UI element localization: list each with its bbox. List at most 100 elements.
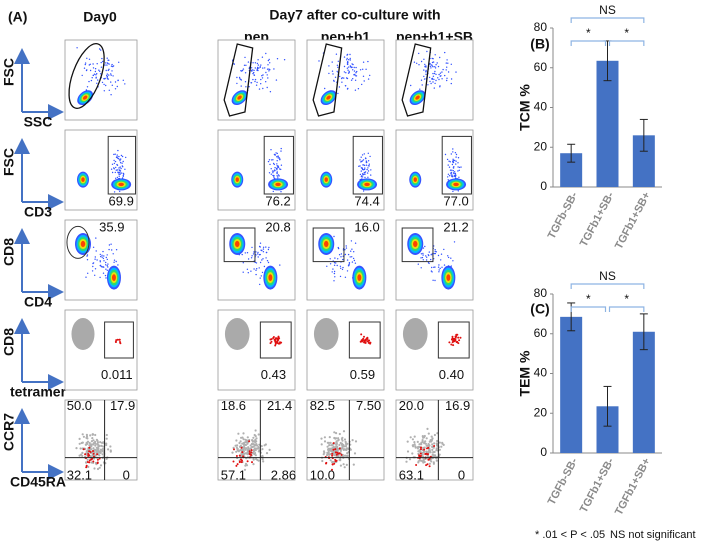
event-dot (116, 154, 118, 156)
event-dot (454, 159, 456, 162)
event-dot (248, 86, 250, 88)
event-dot (346, 77, 349, 80)
event-dot (460, 166, 462, 168)
density-blob (413, 240, 418, 248)
event-dot (280, 147, 282, 150)
event-dot (351, 66, 353, 69)
event-dot (94, 433, 97, 437)
event-dot (458, 339, 461, 342)
event-dot (125, 156, 127, 159)
event-dot (428, 457, 431, 460)
quadrant-value: 18.6 (221, 398, 246, 413)
event-dot (411, 452, 414, 455)
event-dot (101, 256, 103, 258)
event-dot (425, 65, 427, 67)
event-dot (105, 277, 107, 279)
event-dot (429, 451, 432, 454)
event-dot (261, 448, 264, 451)
event-dot (331, 452, 334, 455)
event-dot (110, 65, 113, 67)
event-dot (119, 158, 121, 161)
event-dot (86, 254, 89, 256)
event-dot (102, 272, 105, 274)
event-dot (276, 169, 278, 171)
event-dot (255, 437, 258, 440)
event-dot (455, 153, 458, 156)
event-dot (441, 71, 443, 73)
event-dot (113, 167, 115, 169)
flow-plot: 21.2 (395, 219, 474, 301)
event-dot (428, 465, 431, 468)
gate (437, 321, 470, 359)
event-dot (353, 66, 355, 69)
event-dot (242, 432, 245, 435)
event-dot (251, 451, 255, 455)
plot-frame (306, 39, 385, 121)
event-dot (95, 237, 97, 239)
event-dot (122, 166, 124, 168)
event-dot (83, 67, 86, 69)
event-dot (280, 164, 283, 166)
event-dot (434, 67, 437, 69)
event-dot (82, 448, 85, 451)
event-dot (445, 69, 447, 71)
event-dot (246, 451, 249, 454)
event-dot (111, 70, 113, 72)
event-dot (241, 451, 244, 454)
event-dot (240, 461, 243, 464)
event-dot (250, 449, 253, 452)
event-dot (270, 340, 273, 343)
event-dot (438, 453, 441, 456)
event-dot (244, 56, 246, 59)
event-dot (328, 436, 331, 439)
event-dot (359, 159, 361, 161)
significance-bracket (608, 40, 645, 46)
flow-plot: 77.0 (395, 129, 474, 211)
event-dot (269, 338, 272, 341)
event-dot (341, 442, 344, 445)
event-dot (418, 63, 420, 66)
event-dot (115, 339, 118, 342)
event-dot (363, 80, 365, 82)
event-dot (432, 61, 435, 63)
event-dot (453, 166, 455, 168)
event-dot (91, 270, 94, 272)
event-dot (254, 454, 257, 457)
event-dot (360, 170, 362, 172)
event-dot (331, 61, 333, 63)
event-dot (450, 171, 452, 174)
event-dot (447, 62, 449, 64)
event-dot (94, 442, 97, 445)
density-blob (446, 274, 451, 281)
event-dot (272, 336, 275, 338)
event-dot (118, 338, 121, 341)
event-dot (446, 66, 448, 68)
event-dot (433, 72, 436, 75)
event-dot (425, 255, 427, 257)
event-dot (329, 441, 332, 444)
event-dot (113, 159, 115, 162)
bar (596, 60, 619, 188)
event-dot (104, 274, 107, 277)
event-dot (86, 437, 89, 440)
event-dot (433, 87, 435, 89)
event-dot (237, 432, 240, 435)
gate (104, 321, 134, 359)
event-dot (75, 447, 78, 450)
event-dot (417, 460, 420, 463)
quadrant-value: 2.86 (271, 467, 296, 482)
event-dot (352, 69, 354, 71)
event-dot (94, 68, 97, 70)
event-dot (423, 69, 425, 71)
event-dot (103, 90, 106, 92)
event-dot (443, 248, 445, 251)
event-dot (362, 68, 364, 71)
event-dot (346, 57, 348, 60)
event-dot (81, 74, 83, 77)
event-dot (332, 442, 335, 445)
event-dot (369, 155, 371, 158)
event-dot (276, 167, 278, 170)
event-dot (458, 176, 460, 178)
event-dot (364, 176, 366, 179)
event-dot (119, 166, 121, 168)
